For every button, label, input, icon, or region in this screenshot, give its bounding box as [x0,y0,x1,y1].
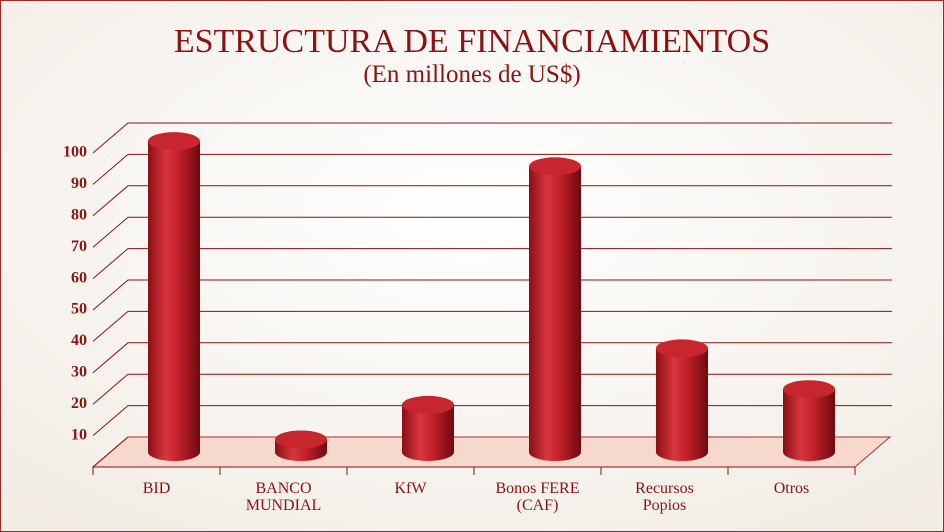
grid-line [92,405,892,436]
x-tick-label: Bonos FERE (CAF) [495,480,579,514]
x-tick-label-line: MUNDIAL [246,497,322,514]
y-tick-label: 60 [71,269,87,286]
floor [91,436,892,468]
y-tick-label: 40 [71,332,87,349]
bar [783,380,835,461]
y-tick-label: 50 [71,301,87,318]
grid-line [92,373,892,405]
grid-line [92,185,892,217]
x-tick-label: Otros [774,480,810,497]
x-tick-label: BANCO MUNDIAL [246,480,322,514]
y-tick-label: 80 [71,206,87,223]
x-tick-label-line: BID [143,480,171,497]
grid-line [92,122,892,154]
grid-line [92,216,892,248]
bar-top [783,380,835,399]
x-tick-label: Recursos Popios [635,480,694,514]
chart-subtitle: (En millones de US$) [363,61,580,88]
bar-body [402,404,454,461]
bar [275,430,327,461]
bar-body [148,141,200,461]
y-tick-label: 100 [63,144,87,161]
y-tick-label: 30 [71,363,87,380]
y-tick-label: 10 [71,426,87,443]
x-tick-label: BID [143,480,171,497]
bar [529,157,581,461]
x-tick-label-line: Otros [774,480,810,497]
y-tick-label: 20 [71,395,87,412]
grid-line [92,153,892,185]
y-tick-label: 90 [71,175,87,192]
bar [402,395,454,461]
bar-body [656,348,708,461]
y-tick-label: 70 [71,238,87,255]
bar-top [402,395,454,414]
bar [148,132,200,461]
grid-line [92,248,892,279]
x-tick-label-line: BANCO [255,480,311,497]
bar-top [275,430,327,449]
chart-title: ESTRUCTURA DE FINANCIAMIENTOS [174,23,770,60]
bar-body [529,166,581,461]
x-tick-label-line: Recursos [635,480,694,497]
x-tick-label-line: (CAF) [517,497,559,514]
grid-line [92,310,892,342]
grid-line [92,279,892,311]
bar-top [529,157,581,176]
x-tick-label-line: KfW [395,480,428,497]
bar [656,339,708,461]
x-tick-label-line: Popios [643,497,687,514]
x-tick-label-line: Bonos FERE [495,480,579,497]
grid-line [92,342,892,374]
bar-top [656,339,708,358]
x-tick-label: KfW [395,480,428,497]
bar-top [148,132,200,151]
axis-line [92,436,129,468]
bar-body [783,389,835,461]
